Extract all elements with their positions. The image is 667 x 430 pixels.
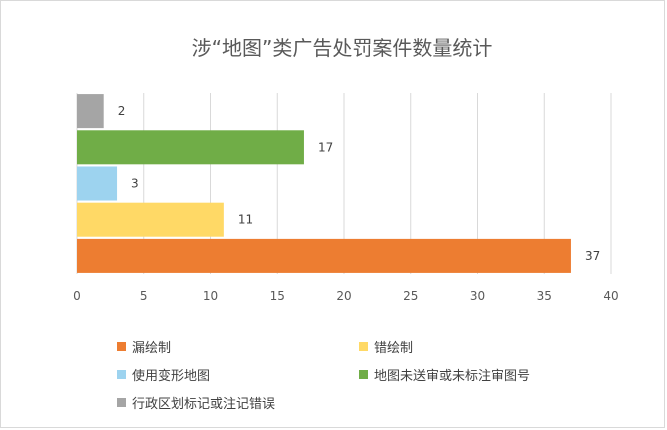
legend-item: 错绘制 [359, 335, 413, 357]
legend-label: 地图未送审或未标注审图号 [374, 368, 531, 384]
x-tick-label: 10 [203, 289, 218, 303]
bar [77, 202, 224, 237]
axis-layer: 0 5 10 15 20 25 30 35 40 [73, 289, 618, 303]
data-label: 37 [585, 249, 600, 263]
legend-swatch [359, 341, 368, 351]
x-tick-label: 30 [470, 289, 485, 303]
x-tick-label: 0 [73, 289, 81, 303]
label-layer: 37 11 3 17 2 [118, 104, 601, 263]
data-label: 17 [318, 140, 333, 154]
x-tick-label: 5 [140, 289, 148, 303]
chart-legend: 漏绘制 错绘制使用变形地图 地图未送审或未标注审图号行政区划标记或注记错误 [117, 335, 537, 425]
data-label: 3 [131, 177, 139, 191]
x-tick-label: 35 [537, 289, 552, 303]
legend-swatch [117, 341, 126, 351]
x-tick-label: 15 [270, 289, 285, 303]
x-tick-label: 25 [403, 289, 418, 303]
legend-label: 漏绘制 [132, 340, 172, 356]
legend-item: 行政区划标记或注记错误 [117, 391, 275, 413]
data-label: 11 [238, 213, 253, 227]
bar [77, 94, 104, 129]
legend-swatch [117, 369, 126, 379]
x-tick-label: 20 [336, 289, 351, 303]
bar [77, 166, 118, 201]
chart-title: 涉“地图”类广告处罚案件数量统计 [192, 36, 493, 60]
data-label: 2 [118, 104, 126, 118]
legend-swatch [117, 397, 126, 407]
legend-label: 使用变形地图 [132, 368, 211, 384]
legend-item: 漏绘制 [117, 335, 171, 357]
legend-label: 错绘制 [374, 340, 414, 356]
bar [77, 130, 304, 165]
bar [77, 238, 571, 273]
bar-layer [77, 94, 571, 273]
legend-item: 使用变形地图 [117, 363, 210, 385]
legend-item: 地图未送审或未标注审图号 [359, 363, 530, 385]
x-tick-label: 40 [603, 289, 618, 303]
legend-swatch [359, 369, 368, 379]
legend-label: 行政区划标记或注记错误 [132, 396, 276, 412]
